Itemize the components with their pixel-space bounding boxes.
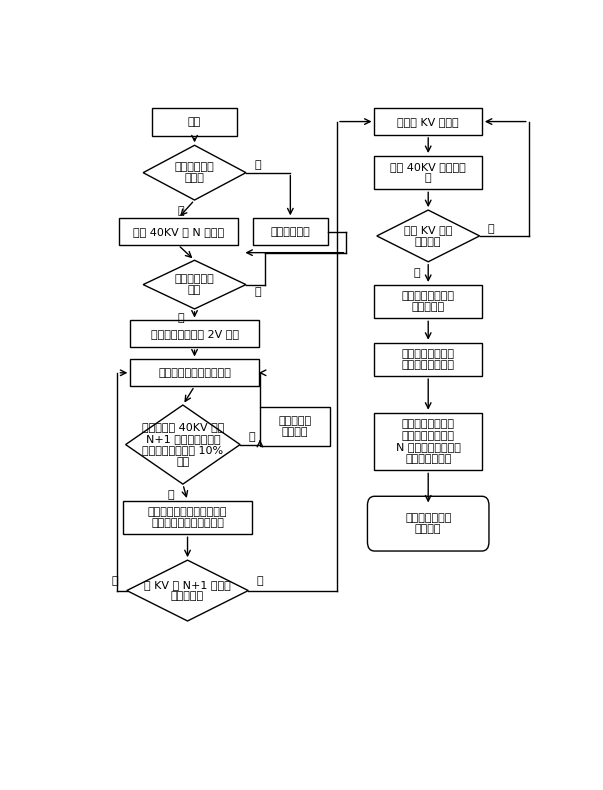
Text: 否: 否 [488,224,494,234]
FancyBboxPatch shape [119,218,238,245]
Text: 是: 是 [177,313,184,323]
Text: 重复 40KV 段校准过
程: 重复 40KV 段校准过 程 [390,162,466,183]
Text: 正常工作流程: 正常工作流程 [271,227,310,237]
Text: 设定 40KV 段 N 的系数: 设定 40KV 段 N 的系数 [133,227,224,237]
Text: 是: 是 [248,432,255,442]
FancyBboxPatch shape [260,407,330,446]
Text: 关闭系统电源，退
出校准模式: 关闭系统电源，退 出校准模式 [402,291,455,312]
Text: 正常工作模式，接
收到设置管电流值: 正常工作模式，接 收到设置管电流值 [402,348,455,371]
Text: 是: 是 [257,577,264,586]
FancyBboxPatch shape [130,359,259,386]
Polygon shape [143,260,246,309]
FancyBboxPatch shape [374,285,482,318]
Text: 下一个 KV 段校准: 下一个 KV 段校准 [397,117,459,126]
Text: 开始: 开始 [188,117,201,126]
Polygon shape [127,560,248,621]
FancyBboxPatch shape [367,496,489,551]
Text: 保存得到该点管电流时的灯
丝电流电压值，更新方程: 保存得到该点管电流时的灯 丝电流电压值，更新方程 [148,506,227,529]
FancyBboxPatch shape [374,156,482,190]
Text: 否: 否 [254,160,261,171]
Text: 采集返回的管电流电压值: 采集返回的管电流电压值 [158,368,231,378]
FancyBboxPatch shape [374,343,482,376]
Text: 增加灯丝电
流电压值: 增加灯丝电 流电压值 [279,416,312,437]
FancyBboxPatch shape [374,412,482,470]
FancyBboxPatch shape [374,108,482,135]
FancyBboxPatch shape [130,321,259,348]
Text: 否: 否 [168,490,174,500]
Text: 否: 否 [254,287,261,297]
FancyBboxPatch shape [123,501,252,534]
Text: 否: 否 [112,577,118,586]
Text: 判断是否与 40KV 段的
N+1 个点的管电流数
值相近，（误差在 10%
内）: 判断是否与 40KV 段的 N+1 个点的管电流数 值相近，（误差在 10% 内… [142,422,224,467]
Text: 微处理器自动提取
该管电流所在的第
N 条直线方程，计算
送出灯丝电流值: 微处理器自动提取 该管电流所在的第 N 条直线方程，计算 送出灯丝电流值 [396,419,461,464]
Text: 是: 是 [177,206,184,216]
FancyBboxPatch shape [153,107,236,136]
FancyBboxPatch shape [253,218,328,245]
Text: 完成管电流自动
控制过程: 完成管电流自动 控制过程 [405,513,452,535]
Polygon shape [143,145,246,200]
Text: 灯丝电流电压值从 2V 开始: 灯丝电流电压值从 2V 开始 [151,329,239,339]
Text: 曝光信号是否
触摸: 曝光信号是否 触摸 [175,274,215,295]
Polygon shape [125,405,240,484]
Text: 全部 KV 段校
准完成？: 全部 KV 段校 准完成？ [404,225,452,246]
Text: 该 KV 段 N+1 个点是
否校准完成: 该 KV 段 N+1 个点是 否校准完成 [144,580,231,601]
Text: 是: 是 [413,268,420,278]
Polygon shape [377,210,479,261]
Text: 是否进入校准
模式？: 是否进入校准 模式？ [175,162,215,183]
